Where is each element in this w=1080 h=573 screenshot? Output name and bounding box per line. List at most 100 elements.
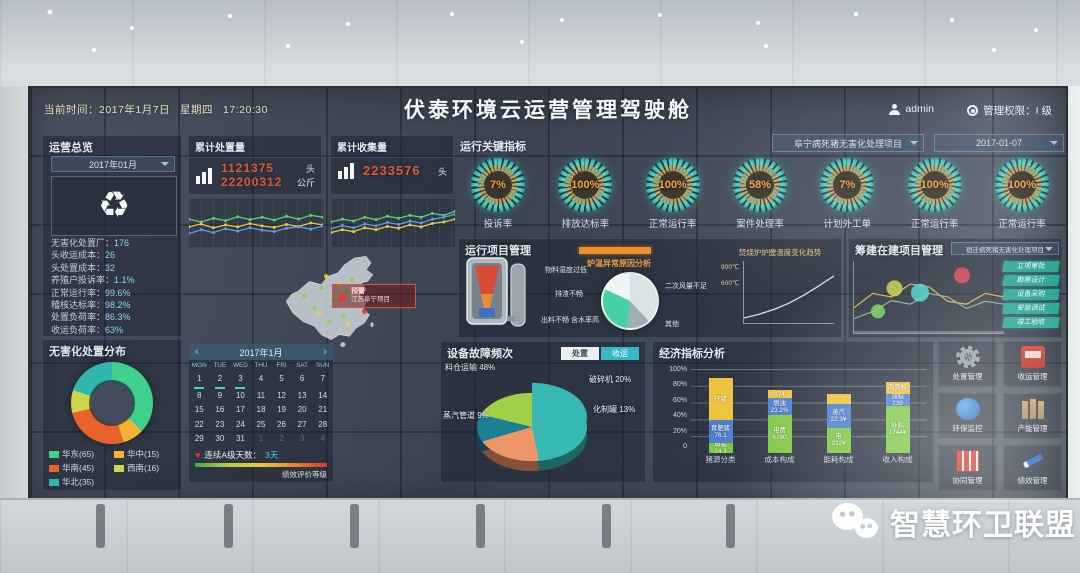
- module-tile[interactable]: 环保监控: [938, 393, 997, 439]
- module-tile[interactable]: 收运管理: [1003, 341, 1062, 387]
- calendar-day-cell[interactable]: 20: [297, 405, 307, 414]
- panel-title: 运行项目管理: [465, 245, 531, 257]
- calendar-day-cell[interactable]: 22: [194, 419, 204, 429]
- watermark: 智慧环卫联盟: [832, 500, 1076, 544]
- module-tile[interactable]: 绩效管理: [1003, 445, 1062, 491]
- temp-line-svg: [743, 275, 835, 319]
- calendar-day-cell[interactable]: 1: [189, 372, 210, 389]
- stat-label: 稽核达标率：: [51, 300, 106, 311]
- china-map: 预警 江苏阜宁项目: [220, 248, 434, 348]
- y-tick: 60%: [672, 396, 687, 404]
- distribution-legend: 华东(65) 华中(15) 华南(45) 西南(16) 华北(35): [49, 448, 179, 488]
- calendar-day-cell[interactable]: 31: [235, 434, 245, 443]
- calendar-day-cell[interactable]: 23: [215, 419, 225, 429]
- panel-project-management: 运行项目管理 炉温异常原因分析 物料湿度过低 排渣不畅 二次风量不足 出料不畅 含水率…: [458, 238, 842, 338]
- month-select[interactable]: 2017年01月: [51, 156, 175, 172]
- calendar-day-cell[interactable]: 19: [277, 405, 287, 414]
- kpi-value: 22200312: [221, 175, 283, 189]
- wall-slot: [602, 504, 611, 548]
- time-weekday: 星期四: [180, 104, 214, 116]
- pie-callout-label: 物料湿度过低: [545, 267, 587, 274]
- bar-segment: 燃油 23.2%: [767, 398, 792, 416]
- panel-title: 经济指标分析: [659, 348, 725, 360]
- fault-3d-pie: [477, 368, 597, 488]
- calendar-day-cell[interactable]: 29: [194, 434, 204, 443]
- gauge-ring: 7%: [471, 158, 525, 212]
- weekday-label: SAT: [296, 362, 309, 369]
- bar-segment: 肉骨粉: [885, 381, 910, 395]
- legend-swatch: [49, 464, 59, 472]
- calendar-prev-button[interactable]: ‹: [195, 346, 199, 358]
- kpi-value: 2233576: [363, 162, 421, 178]
- grade-gradient-bar: [195, 462, 327, 467]
- calendar-day-cell[interactable]: 27: [297, 419, 307, 429]
- bar-segment: 油脂 239: [885, 394, 910, 406]
- project-select[interactable]: 阜宁病死猪无害化处理项目: [772, 134, 924, 152]
- legend-item: 西南(16): [114, 462, 179, 474]
- calendar-day-cell[interactable]: 4: [320, 434, 325, 443]
- stat-label: 处置负荷率：: [51, 312, 106, 323]
- calendar-day-cell[interactable]: 17: [235, 405, 245, 414]
- calendar-day-cell[interactable]: 3: [230, 372, 251, 389]
- kpi-row: 22200312 公斤: [221, 175, 315, 189]
- calendar-day-cell[interactable]: 8: [197, 390, 202, 400]
- calendar-day-cell[interactable]: 13: [297, 390, 307, 400]
- fault-label: 蒸汽管道 9%: [443, 411, 489, 420]
- bar-segment: 174: [767, 390, 792, 399]
- module-tile[interactable]: 处置管理: [938, 341, 997, 387]
- calendar-day-cell[interactable]: 14: [318, 390, 328, 400]
- kpi-unit: 头: [305, 164, 315, 174]
- calendar-day-cell[interactable]: 16: [215, 405, 225, 414]
- calendar-day-cell[interactable]: 28: [318, 419, 328, 429]
- toggle-disposal[interactable]: 处置: [561, 347, 599, 360]
- gauge-ring: 100%: [558, 158, 613, 212]
- calendar-day-cell[interactable]: 6: [299, 374, 305, 383]
- calendar-next-button[interactable]: ›: [323, 346, 327, 358]
- calendar-day-cell[interactable]: 12: [277, 390, 287, 400]
- calendar-day-cell[interactable]: 11: [256, 390, 266, 400]
- user-menu[interactable]: admin: [889, 103, 934, 115]
- gauge-row: 7% 投诉率 100% 排放达标率 100% 正常运行率 58% 案件处理率: [458, 158, 1062, 230]
- calendar-day-cell[interactable]: 4: [258, 374, 264, 383]
- date-select[interactable]: 2017-01-07: [934, 134, 1064, 152]
- toggle-collection[interactable]: 收运: [601, 347, 639, 360]
- calendar-day-cell[interactable]: 21: [318, 405, 328, 414]
- calendar-day-cell[interactable]: 1: [258, 434, 264, 443]
- legend-swatch: [49, 478, 59, 486]
- calendar-day-cell[interactable]: 7: [320, 374, 325, 383]
- stat-label: 收运负荷率：: [51, 324, 106, 335]
- calendar-day-cell[interactable]: 3: [299, 434, 305, 443]
- stage-tag: 安装调试: [1002, 303, 1060, 314]
- stat-value: 99.6%: [105, 287, 131, 298]
- left-wall: [0, 86, 28, 498]
- module-icon: [955, 346, 980, 368]
- calendar-day-cell[interactable]: 15: [194, 405, 204, 414]
- calendar-day-cell[interactable]: 5: [279, 374, 284, 383]
- construction-project-select[interactable]: 宿迁病死猪无害化处理项目: [951, 242, 1059, 255]
- streak-label: 连续A级天数：: [204, 449, 262, 460]
- calendar-day-cell[interactable]: 30: [215, 434, 225, 443]
- stat-value: 63%: [105, 324, 124, 335]
- trend-chart-2: [330, 198, 456, 248]
- calendar-day-cell[interactable]: 26: [277, 419, 287, 429]
- calendar-day-cell[interactable]: 2: [210, 372, 231, 389]
- module-tile[interactable]: 协同管理: [938, 445, 997, 491]
- calendar-day-cell[interactable]: 9: [217, 390, 223, 400]
- weekday-label: WED: [233, 362, 248, 369]
- legend-label: 华南(45): [62, 463, 95, 473]
- permission-menu[interactable]: 管理权限：I 级: [967, 103, 1052, 118]
- calendar-day-cell[interactable]: 10: [235, 390, 245, 400]
- time-clock: 17:20:30: [223, 104, 268, 116]
- weekday-label: TUE: [213, 362, 227, 369]
- fault-toggle-group: 处置 收运: [561, 347, 639, 360]
- calendar-day-cell[interactable]: 2: [279, 434, 284, 443]
- module-tile[interactable]: 产能管理: [1003, 393, 1062, 439]
- kpi-values: 1121375 头 22200312 公斤: [221, 161, 315, 189]
- trend-chart-1: [188, 198, 324, 248]
- calendar-day-cell[interactable]: 25: [256, 419, 266, 429]
- map-alert[interactable]: 预警 江苏阜宁项目: [332, 284, 416, 308]
- calendar-day-cell[interactable]: 24: [235, 419, 245, 429]
- calendar-day-cell[interactable]: 18: [256, 405, 266, 414]
